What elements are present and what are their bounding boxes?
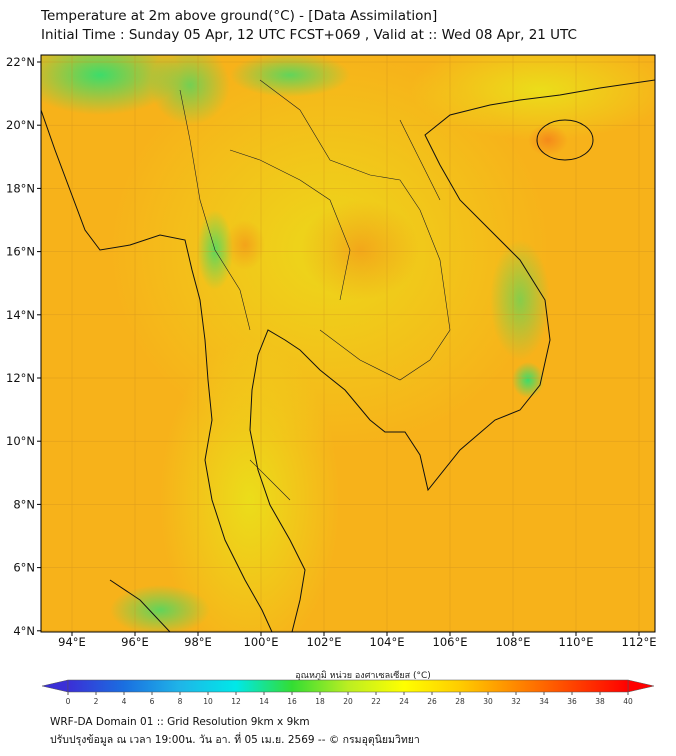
- colorbar-tick-label: 38: [595, 697, 605, 706]
- lon-label: 112°E: [622, 635, 657, 649]
- lat-label: 8°N: [13, 497, 35, 511]
- lon-label: 104°E: [370, 635, 405, 649]
- lat-label: 4°N: [13, 624, 35, 638]
- lon-label: 98°E: [184, 635, 212, 649]
- colorbar-tick-label: 18: [315, 697, 325, 706]
- lat-label: 18°N: [6, 181, 35, 195]
- colorbar-tick-label: 12: [231, 697, 241, 706]
- country-borders: [179, 79, 451, 501]
- coastline: [41, 79, 655, 632]
- colorbar-title: อุณหภูมิ หน่วย องศาเซลเซียส (°C): [295, 671, 431, 681]
- colorbar-tick-label: 2: [94, 697, 99, 706]
- colorbar-tick-label: 16: [287, 697, 297, 706]
- temperature-map: 22°N 20°N 18°N 16°N 14°N 12°N 10°N 8°N 6°N 4°N 94°…: [6, 54, 657, 649]
- lat-label: 6°N: [13, 561, 35, 575]
- colorbar-max-arrow: [627, 679, 655, 693]
- colorbar-tick-label: 0: [66, 697, 71, 706]
- lon-label: 108°E: [496, 635, 531, 649]
- map-subtitle: Initial Time : Sunday 05 Apr, 12 UTC FCS…: [41, 27, 577, 43]
- map-title: Temperature at 2m above ground(°C) - [Da…: [41, 8, 438, 24]
- colorbar-tick-label: 10: [203, 697, 213, 706]
- lon-label: 96°E: [121, 635, 149, 649]
- lat-label: 14°N: [6, 308, 35, 322]
- lon-label: 102°E: [307, 635, 342, 649]
- lat-label: 20°N: [6, 118, 35, 132]
- colorbar-tick-label: 26: [427, 697, 437, 706]
- colorbar-tick-label: 8: [178, 697, 183, 706]
- lon-label: 106°E: [433, 635, 468, 649]
- colorbar-tick-label: 30: [483, 697, 493, 706]
- colorbar-tick-label: 20: [343, 697, 353, 706]
- colorbar-tick-label: 24: [399, 697, 409, 706]
- colorbar: 0 2 4 6 8 10 12 14 16 18 20 22 24 26 28 30 32 34 36 38 40: [41, 679, 655, 706]
- colorbar-tick-label: 40: [623, 697, 633, 706]
- lat-label: 22°N: [6, 55, 35, 69]
- colorbar-tick-label: 34: [539, 697, 549, 706]
- footer-model-info: WRF-DA Domain 01 :: Grid Resolution 9km …: [50, 716, 310, 728]
- colorbar-tick-label: 36: [567, 697, 577, 706]
- colorbar-tick-label: 22: [371, 697, 381, 706]
- lon-label: 94°E: [58, 635, 86, 649]
- lat-label: 10°N: [6, 434, 35, 448]
- colorbar-min-arrow: [41, 679, 69, 693]
- lon-label: 110°E: [559, 635, 594, 649]
- lon-label: 100°E: [244, 635, 279, 649]
- colorbar-tick-label: 28: [455, 697, 465, 706]
- colorbar-tick-label: 14: [259, 697, 269, 706]
- footer-update-info: ปรับปรุงข้อมูล ณ เวลา 19:00น. วัน อา. ที…: [50, 734, 420, 746]
- colorbar-tick-label: 32: [511, 697, 521, 706]
- lat-label: 16°N: [6, 245, 35, 259]
- colorbar-tick-label: 4: [122, 697, 127, 706]
- colorbar-tick-label: 6: [150, 697, 155, 706]
- lat-label: 12°N: [6, 371, 35, 385]
